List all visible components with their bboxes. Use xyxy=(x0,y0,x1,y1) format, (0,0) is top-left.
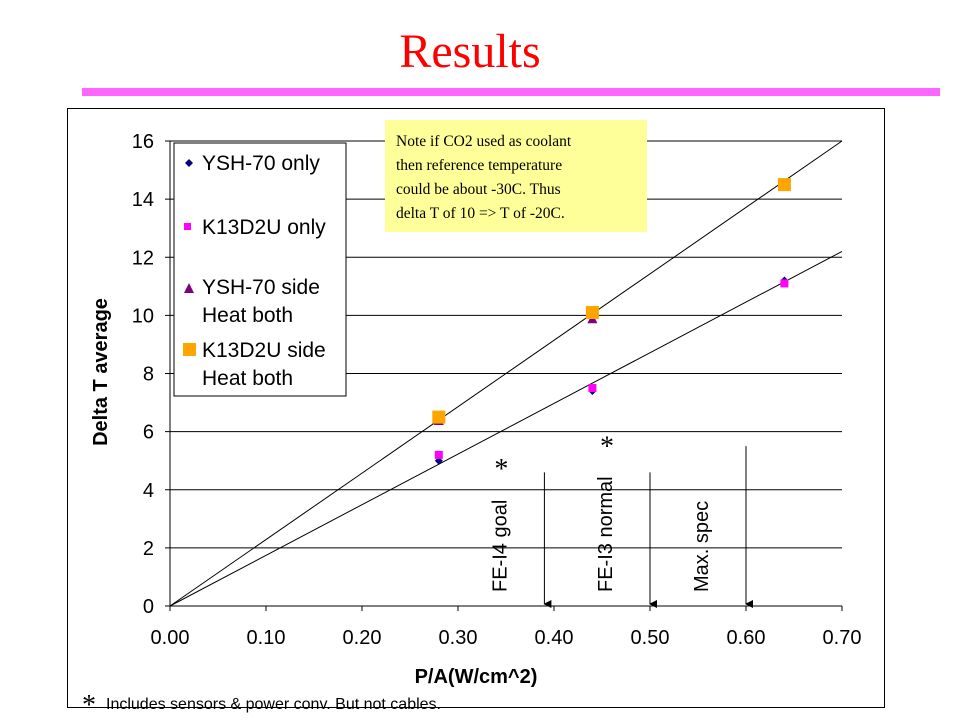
slide-title: Results xyxy=(399,25,541,78)
y-tick-label: 4 xyxy=(143,480,154,502)
legend-marker-ysh70-side xyxy=(184,283,194,293)
axes: 0 2 4 6 8 10 12 14 16 0.00 0.10 0.20 0.30 0.40 0.50 0.6… xyxy=(132,131,862,649)
footnote-star: * xyxy=(82,690,96,720)
note-background xyxy=(385,120,647,232)
title-divider xyxy=(82,88,940,96)
y-tick-label: 8 xyxy=(143,364,154,386)
data-point-large-square xyxy=(432,410,446,424)
data-point-square xyxy=(780,279,789,288)
legend-label-ysh70-only: YSH-70 only xyxy=(202,152,320,175)
trendlines xyxy=(169,140,843,607)
y-tick-label: 2 xyxy=(143,538,154,560)
y-tick-label: 0 xyxy=(143,596,154,618)
footnote-text: Includes sensors & power conv. But not c… xyxy=(106,696,441,713)
x-tick-label: 0.00 xyxy=(151,627,190,649)
x-axis-label: P/A(W/cm^2) xyxy=(415,666,538,688)
legend-label-k13d2u-side-line2: Heat both xyxy=(202,367,293,390)
legend-marker-k13d2u-side xyxy=(183,343,196,356)
y-tick-label: 14 xyxy=(132,189,154,211)
reference-label: Max. spec xyxy=(691,501,713,592)
trendline xyxy=(169,250,843,607)
y-axis-label: Delta T average xyxy=(90,298,112,446)
data-point-square xyxy=(588,384,597,393)
note-box: Note if CO2 used as coolant then referen… xyxy=(385,120,647,232)
data-point-large-square xyxy=(585,305,599,319)
reference-label: FE-I3 normal xyxy=(595,476,617,592)
data-points xyxy=(432,178,791,465)
legend-marker-k13d2u-only xyxy=(184,223,191,230)
x-tick-label: 0.50 xyxy=(631,627,670,649)
y-tick-label: 12 xyxy=(132,247,154,269)
legend-marker-ysh70-only xyxy=(185,159,193,167)
x-tick-label: 0.30 xyxy=(439,627,478,649)
reference-label: FE-I4 goal xyxy=(489,500,511,592)
x-tick-label: 0.40 xyxy=(535,627,574,649)
note-line-1: Note if CO2 used as coolant xyxy=(396,133,572,150)
data-point-large-square xyxy=(777,178,791,192)
reference-star: * xyxy=(494,454,508,485)
x-tick-label: 0.70 xyxy=(823,627,862,649)
reference-markers: FE-I4 goal * FE-I3 normal * Max. spec xyxy=(489,432,753,608)
note-line-4: delta T of 10 => T of -20C. xyxy=(396,205,565,222)
y-tick-label: 6 xyxy=(143,422,154,444)
legend-box xyxy=(173,142,347,397)
note-line-3: could be about -30C. Thus xyxy=(396,181,561,198)
legend-label-ysh70-side-line1: YSH-70 side xyxy=(202,276,320,299)
legend: YSH-70 only K13D2U only YSH-70 side Heat… xyxy=(173,142,347,397)
reference-star: * xyxy=(600,432,614,463)
trendline xyxy=(169,140,843,607)
legend-label-k13d2u-only: K13D2U only xyxy=(202,216,326,239)
legend-label-k13d2u-side-line1: K13D2U side xyxy=(202,339,326,362)
x-tick-label: 0.10 xyxy=(247,627,286,649)
x-tick-label: 0.20 xyxy=(343,627,382,649)
x-tick-label: 0.60 xyxy=(727,627,766,649)
data-point-square xyxy=(434,450,443,459)
note-line-2: then reference temperature xyxy=(396,157,562,174)
y-tick-label: 16 xyxy=(132,131,154,153)
legend-label-ysh70-side-line2: Heat both xyxy=(202,304,293,327)
y-tick-label: 10 xyxy=(132,305,154,327)
